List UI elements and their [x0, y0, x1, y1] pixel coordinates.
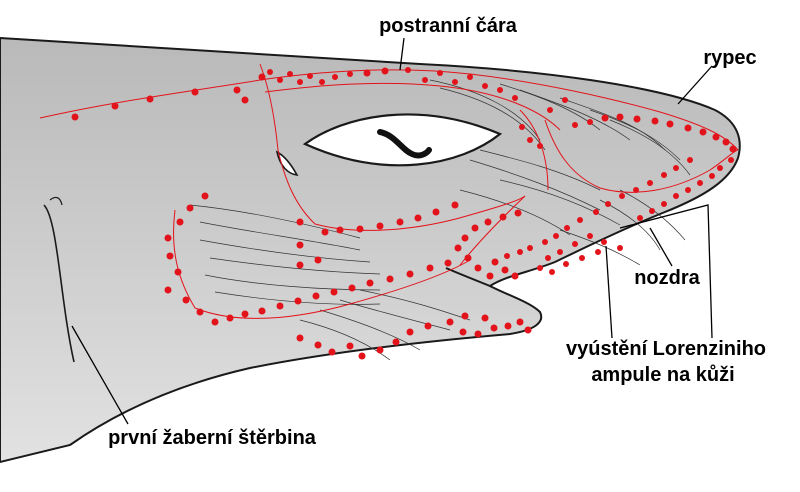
leader-lines: [71, 37, 713, 425]
label-lateral-line: postranní čára: [379, 15, 518, 37]
snout-leader: [677, 65, 713, 105]
lorenzini-leader: [619, 204, 713, 339]
gill-slit-rim: [49, 196, 63, 206]
nostril-leader: [649, 227, 673, 267]
lower-jaw: [445, 267, 491, 287]
label-nostril: nozdra: [634, 267, 700, 289]
lorenzini-leader-2: [605, 245, 613, 339]
shark-head-body: [0, 36, 741, 464]
ampullae-pores: [71, 67, 737, 360]
label-lorenzini-1: vyústění Lorenziniho: [566, 338, 766, 360]
eye: [302, 113, 503, 167]
pupil: [377, 129, 432, 159]
ampullae-canals: [189, 79, 691, 361]
label-gill-slit: první žaberní štěrbina: [108, 427, 317, 449]
gill-slit-leader: [71, 325, 129, 425]
label-snout: rypec: [703, 47, 756, 69]
first-gill-slit: [43, 204, 75, 363]
label-lorenzini-2: ampule na kůži: [591, 364, 734, 386]
lateral-line-leader: [399, 37, 405, 71]
